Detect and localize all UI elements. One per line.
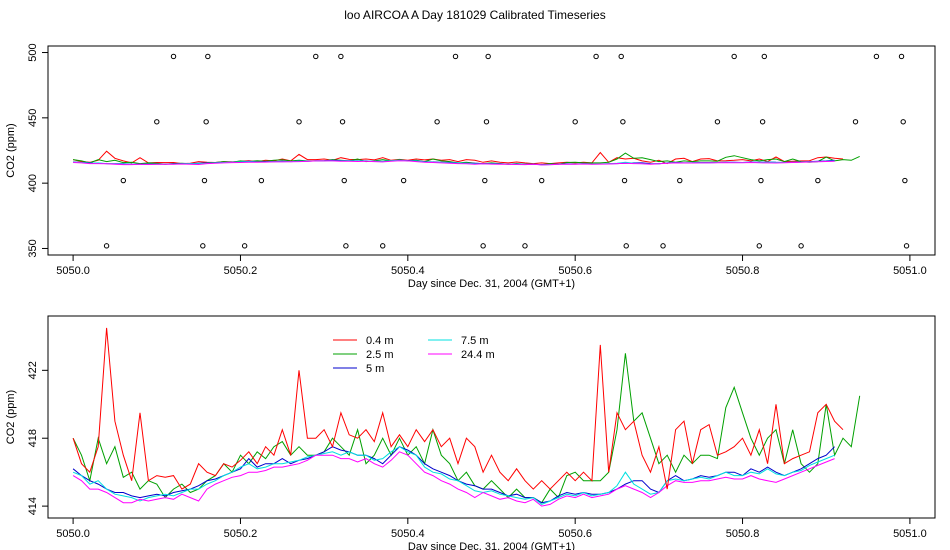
calibration-point-20: [480, 243, 486, 249]
calibration-point-1: [120, 177, 127, 184]
y-tick-label-0-2: 450: [27, 109, 39, 127]
calibration-point-25: [539, 177, 545, 184]
calibration-point-4: [200, 243, 206, 249]
y-axis-label-0: CO2 (ppm): [5, 123, 17, 177]
calibration-point-36: [756, 243, 762, 249]
x-tick-label-1-4: 5050.8: [726, 528, 760, 540]
x-axis-label-0: Day since Dec. 31, 2004 (GMT+1): [408, 278, 575, 290]
calibration-point-14: [341, 177, 347, 184]
bottom-series-line-2: [72, 446, 835, 504]
x-tick-label-0-4: 5050.8: [726, 265, 760, 277]
calibration-point-40: [798, 243, 804, 249]
calibration-point-29: [620, 119, 626, 125]
calibration-point-9: [258, 177, 265, 184]
calibration-point-3: [170, 53, 177, 60]
calibration-point-10: [296, 119, 302, 125]
chart-title: loo AIRCOA A Day 181029 Calibrated Times…: [344, 8, 606, 22]
x-tick-label-1-5: 5051.0: [893, 528, 927, 540]
legend-label-4: 24.4 m: [461, 349, 495, 361]
calibration-point-15: [343, 243, 349, 249]
x-tick-label-1-2: 5050.4: [391, 528, 425, 540]
calibration-point-30: [621, 177, 628, 184]
calibration-point-42: [852, 119, 859, 125]
calibration-point-43: [873, 53, 880, 60]
x-tick-label-0-5: 5051.0: [893, 265, 927, 277]
calibration-point-6: [203, 119, 209, 125]
calibration-point-39: [761, 53, 767, 60]
legend-label-2: 5 m: [366, 363, 384, 375]
calibration-point-35: [731, 53, 737, 60]
legend-label-0: 0.4 m: [366, 335, 394, 347]
y-tick-label-0-0: 350: [27, 239, 39, 257]
calibration-point-33: [677, 177, 683, 184]
top-series-line-0: [72, 150, 844, 165]
bottom-series-line-0: [72, 327, 844, 490]
calibration-point-27: [593, 53, 599, 60]
calibration-point-45: [900, 119, 906, 125]
plot-frame-1: [47, 315, 936, 519]
calibration-point-2: [154, 119, 160, 125]
calibration-point-0: [103, 243, 110, 249]
calibration-point-13: [339, 119, 346, 125]
x-tick-label-1-1: 5050.2: [224, 528, 258, 540]
y-axis-label-1: CO2 (ppm): [5, 390, 17, 444]
y-tick-label-1-1: 418: [27, 429, 39, 447]
calibration-point-21: [482, 177, 488, 184]
calibration-point-17: [400, 177, 407, 184]
x-tick-label-0-3: 5050.6: [558, 265, 592, 277]
bottom-series-line-1: [72, 353, 861, 504]
calibration-point-34: [714, 119, 721, 125]
x-axis-label-1: Day since Dec. 31, 2004 (GMT+1): [408, 541, 575, 550]
calibration-point-46: [902, 177, 908, 184]
plot-frame-0: [47, 45, 936, 256]
calibration-point-28: [618, 53, 624, 60]
y-tick-label-1-0: 414: [27, 497, 39, 515]
y-tick-label-0-1: 400: [27, 174, 39, 192]
calibration-point-37: [758, 177, 764, 184]
calibration-point-8: [241, 243, 248, 249]
calibration-point-47: [903, 243, 910, 249]
x-tick-label-0-2: 5050.4: [391, 265, 425, 277]
calibration-point-23: [485, 53, 491, 60]
calibration-point-22: [483, 119, 490, 125]
calibration-point-19: [452, 53, 459, 60]
calibration-point-31: [623, 243, 629, 249]
calibration-point-26: [572, 119, 578, 125]
y-tick-label-1-2: 422: [27, 361, 39, 379]
calibration-point-11: [313, 53, 319, 60]
x-tick-label-1-3: 5050.6: [558, 528, 592, 540]
x-tick-label-0-0: 5050.0: [56, 265, 90, 277]
legend-label-1: 2.5 m: [366, 349, 394, 361]
calibration-point-38: [759, 119, 766, 125]
x-tick-label-0-1: 5050.2: [224, 265, 258, 277]
bottom-series-line-4: [72, 451, 835, 507]
calibration-point-5: [201, 177, 208, 184]
top-series-line-4: [73, 160, 835, 166]
calibration-point-18: [434, 119, 440, 125]
y-tick-label-0-3: 500: [27, 43, 39, 61]
calibration-point-16: [380, 243, 386, 249]
bottom-series-line-3: [72, 446, 835, 505]
legend-label-3: 7.5 m: [461, 335, 489, 347]
calibration-point-32: [660, 243, 666, 249]
calibration-point-24: [522, 243, 528, 249]
calibration-point-7: [205, 53, 211, 60]
calibration-point-41: [815, 177, 821, 184]
calibration-point-44: [898, 53, 905, 60]
calibration-point-12: [338, 53, 344, 60]
x-tick-label-1-0: 5050.0: [56, 528, 90, 540]
